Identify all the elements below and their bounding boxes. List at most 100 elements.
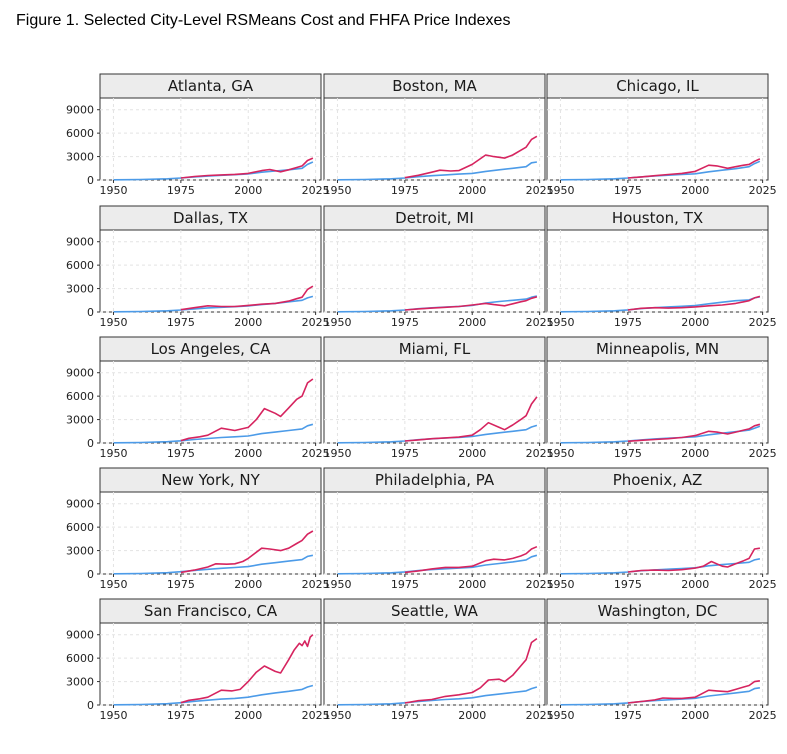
series-magenta-miami-fl bbox=[404, 396, 538, 442]
strip-detroit-mi bbox=[323, 205, 546, 231]
x-tick-label: 2025 bbox=[526, 184, 554, 197]
x-tick-label: 2025 bbox=[302, 316, 330, 329]
y-tick-label: 0 bbox=[87, 437, 94, 450]
strip-minneapolis-mn bbox=[546, 336, 769, 362]
x-tick-label: 2025 bbox=[302, 709, 330, 722]
y-tick-label: 9000 bbox=[66, 498, 94, 511]
y-tick-label: 6000 bbox=[66, 259, 94, 272]
x-tick-label: 2025 bbox=[526, 447, 554, 460]
strip-label-boston-ma: Boston, MA bbox=[392, 77, 477, 95]
y-tick-label: 6000 bbox=[66, 127, 94, 140]
strip-phoenix-az bbox=[546, 467, 769, 493]
x-tick-label: 2025 bbox=[302, 184, 330, 197]
strip-new-york-ny bbox=[99, 467, 322, 493]
panel-boston-ma bbox=[323, 97, 546, 181]
x-tick-label: 1975 bbox=[391, 184, 419, 197]
x-tick-label: 2000 bbox=[234, 184, 262, 197]
x-tick-label: 2025 bbox=[526, 709, 554, 722]
x-tick-label: 1975 bbox=[167, 184, 195, 197]
x-tick-label: 2000 bbox=[458, 184, 486, 197]
series-magenta-dallas-tx bbox=[180, 285, 314, 311]
y-tick-label: 3000 bbox=[66, 414, 94, 427]
panel-new-york-ny bbox=[99, 491, 322, 575]
y-tick-label: 3000 bbox=[66, 151, 94, 164]
y-tick-label: 9000 bbox=[66, 104, 94, 117]
series-blue-seattle-wa bbox=[337, 686, 538, 706]
x-tick-label: 1975 bbox=[614, 447, 642, 460]
x-tick-label: 2000 bbox=[234, 316, 262, 329]
y-tick-label: 0 bbox=[87, 306, 94, 319]
series-magenta-atlanta-ga bbox=[180, 157, 314, 179]
strip-label-phoenix-az: Phoenix, AZ bbox=[613, 471, 703, 489]
x-tick-label: 1950 bbox=[546, 447, 574, 460]
x-tick-label: 2025 bbox=[526, 316, 554, 329]
x-tick-label: 1950 bbox=[546, 184, 574, 197]
panel-philadelphia-pa bbox=[323, 491, 546, 575]
x-tick-label: 2000 bbox=[458, 709, 486, 722]
series-magenta-chicago-il bbox=[627, 158, 761, 179]
panel-minneapolis-mn bbox=[546, 360, 769, 444]
panel-houston-tx bbox=[546, 229, 769, 313]
panel-los-angeles-ca bbox=[99, 360, 322, 444]
panel-miami-fl bbox=[323, 360, 546, 444]
strip-label-chicago-il: Chicago, IL bbox=[616, 77, 699, 95]
x-tick-label: 1975 bbox=[614, 709, 642, 722]
x-tick-label: 1975 bbox=[391, 316, 419, 329]
series-blue-houston-tx bbox=[560, 296, 761, 313]
series-magenta-boston-ma bbox=[404, 135, 538, 179]
series-magenta-washington-dc bbox=[627, 680, 761, 704]
x-tick-label: 1950 bbox=[323, 447, 351, 460]
y-tick-label: 9000 bbox=[66, 629, 94, 642]
x-tick-label: 1975 bbox=[614, 184, 642, 197]
strip-label-san-francisco-ca: San Francisco, CA bbox=[144, 602, 278, 620]
series-blue-chicago-il bbox=[560, 160, 761, 181]
x-tick-label: 1950 bbox=[323, 184, 351, 197]
panel-phoenix-az bbox=[546, 491, 769, 575]
x-tick-label: 2000 bbox=[681, 184, 709, 197]
x-tick-label: 2000 bbox=[458, 316, 486, 329]
panel-atlanta-ga bbox=[99, 97, 322, 181]
panel-san-francisco-ca bbox=[99, 622, 322, 706]
x-tick-label: 1950 bbox=[323, 316, 351, 329]
series-blue-phoenix-az bbox=[560, 558, 761, 575]
y-tick-label: 6000 bbox=[66, 390, 94, 403]
x-tick-label: 1975 bbox=[391, 709, 419, 722]
strip-seattle-wa bbox=[323, 598, 546, 624]
strip-chicago-il bbox=[546, 73, 769, 99]
series-blue-los-angeles-ca bbox=[113, 423, 314, 444]
series-magenta-detroit-mi bbox=[404, 296, 538, 311]
x-tick-label: 1975 bbox=[614, 578, 642, 591]
strip-label-minneapolis-mn: Minneapolis, MN bbox=[596, 340, 719, 358]
x-tick-label: 1950 bbox=[99, 578, 127, 591]
strip-label-miami-fl: Miami, FL bbox=[399, 340, 471, 358]
y-tick-label: 3000 bbox=[66, 283, 94, 296]
strip-miami-fl bbox=[323, 336, 546, 362]
y-tick-label: 0 bbox=[87, 174, 94, 187]
strip-label-detroit-mi: Detroit, MI bbox=[395, 209, 474, 227]
x-tick-label: 1950 bbox=[99, 447, 127, 460]
figure-title: Figure 1. Selected City-Level RSMeans Co… bbox=[16, 12, 511, 29]
x-tick-label: 2000 bbox=[681, 578, 709, 591]
series-magenta-minneapolis-mn bbox=[627, 423, 761, 443]
x-tick-label: 1950 bbox=[323, 709, 351, 722]
strip-label-new-york-ny: New York, NY bbox=[161, 471, 260, 489]
series-magenta-philadelphia-pa bbox=[404, 545, 538, 574]
y-tick-label: 0 bbox=[87, 568, 94, 581]
series-blue-boston-ma bbox=[337, 161, 538, 181]
x-tick-label: 1950 bbox=[99, 184, 127, 197]
strip-boston-ma bbox=[323, 73, 546, 99]
x-tick-label: 2025 bbox=[749, 184, 777, 197]
strip-label-houston-tx: Houston, TX bbox=[612, 209, 703, 227]
panel-chicago-il bbox=[546, 97, 769, 181]
strip-label-seattle-wa: Seattle, WA bbox=[391, 602, 479, 620]
x-tick-label: 1950 bbox=[99, 709, 127, 722]
series-magenta-seattle-wa bbox=[404, 637, 538, 704]
panel-detroit-mi bbox=[323, 229, 546, 313]
x-tick-label: 1950 bbox=[546, 709, 574, 722]
strip-houston-tx bbox=[546, 205, 769, 231]
x-tick-label: 2000 bbox=[458, 578, 486, 591]
strip-dallas-tx bbox=[99, 205, 322, 231]
y-tick-label: 3000 bbox=[66, 545, 94, 558]
strip-label-philadelphia-pa: Philadelphia, PA bbox=[375, 471, 495, 489]
y-tick-label: 3000 bbox=[66, 676, 94, 689]
